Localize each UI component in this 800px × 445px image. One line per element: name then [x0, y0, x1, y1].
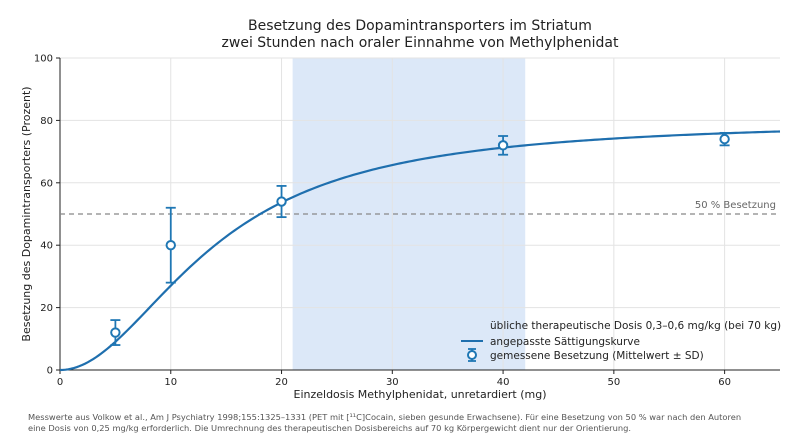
legend-label-points: gemessene Besetzung (Mittelwert ± SD)	[490, 350, 704, 362]
data-point-group	[165, 206, 176, 284]
data-point	[719, 133, 730, 145]
y-tick-label: 100	[34, 54, 53, 65]
y-axis-label: Besetzung des Dopamintransporters (Proze…	[20, 86, 33, 341]
footnote-line-2: eine Dosis von 0,25 mg/kg erforderlich. …	[28, 422, 632, 433]
legend-label-curve: angepasste Sättigungskurve	[490, 336, 640, 348]
data-point-group	[276, 185, 287, 219]
legend-swatch-marker	[467, 350, 477, 360]
y-tick-label: 20	[40, 303, 53, 314]
footnote-line-1: Messwerte aus Volkow et al., Am J Psychi…	[28, 412, 742, 422]
y-tick-label: 60	[40, 178, 53, 189]
x-tick-label: 60	[718, 377, 731, 388]
x-tick-label: 10	[164, 377, 177, 388]
plot-area: 0 10 20 30 40 50 60 0 20 40 60 80 100 50 % Besetzung	[34, 54, 781, 388]
data-point	[165, 240, 176, 251]
x-tick-label: 30	[386, 377, 399, 388]
data-point	[110, 327, 121, 338]
legend: übliche therapeutische Dosis 0,3–0,6 mg/…	[461, 318, 781, 362]
x-tick-label: 0	[57, 377, 63, 388]
x-tick-label: 50	[607, 377, 620, 388]
y-tick-label: 0	[47, 366, 53, 377]
data-point-group	[497, 135, 509, 156]
footnote: Messwerte aus Volkow et al., Am J Psychi…	[28, 412, 788, 433]
data-point-group	[719, 131, 730, 147]
y-tick-label: 40	[40, 241, 53, 252]
reference-line-label: 50 % Besetzung	[695, 200, 776, 211]
data-point-group	[110, 319, 121, 346]
data-point	[276, 196, 287, 207]
chart-subtitle: zwei Stunden nach oraler Einnahme von Me…	[222, 35, 619, 51]
x-tick-label: 20	[275, 377, 288, 388]
x-axis-label: Einzeldosis Methylphenidat, unretardiert…	[294, 388, 547, 401]
fitted-saturation-curve	[59, 130, 781, 372]
x-tick-label: 40	[497, 377, 510, 388]
chart-title: Besetzung des Dopamintransporters im Str…	[248, 18, 592, 34]
data-point	[497, 140, 509, 151]
y-tick-label: 80	[40, 116, 53, 127]
legend-label-band: übliche therapeutische Dosis 0,3–0,6 mg/…	[490, 320, 781, 332]
legend-swatch-band	[461, 318, 483, 331]
